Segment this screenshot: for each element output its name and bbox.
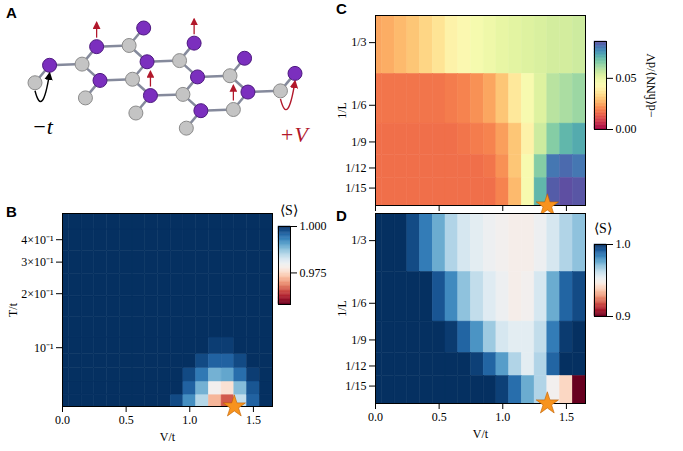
svg-text:+V: +V	[280, 122, 311, 147]
svg-text:3×10⁻¹: 3×10⁻¹	[21, 255, 54, 269]
html-text:C: C	[336, 0, 347, 17]
html-text:⟨S⟩: ⟨S⟩	[594, 221, 612, 236]
svg-text:1/12: 1/12	[345, 359, 366, 373]
svg-text:1.5: 1.5	[559, 410, 574, 424]
svg-text:2×10⁻¹: 2×10⁻¹	[21, 287, 54, 301]
svg-text:0.0: 0.0	[55, 413, 70, 427]
svg-text:V/t: V/t	[160, 430, 176, 444]
svg-text:0.5: 0.5	[119, 413, 134, 427]
svg-text:1/6: 1/6	[351, 296, 366, 310]
svg-text:1.0: 1.0	[495, 410, 510, 424]
svg-text:0.5: 0.5	[432, 410, 447, 424]
svg-text:0.00: 0.00	[616, 122, 637, 136]
svg-text:1/3: 1/3	[351, 35, 366, 49]
svg-text:1/12: 1/12	[345, 161, 366, 175]
svg-text:1/6: 1/6	[351, 98, 366, 112]
html-text:⟨S⟩: ⟨S⟩	[280, 203, 298, 218]
svg-text:1/3: 1/3	[351, 233, 366, 247]
html-text:D: D	[336, 207, 347, 224]
svg-text:−t: −t	[32, 114, 54, 139]
svg-text:1/L: 1/L	[335, 102, 349, 119]
svg-text:1.5: 1.5	[246, 413, 261, 427]
svg-text:0.0: 0.0	[368, 410, 383, 424]
svg-text:−d⟨ĥNN⟩/dV: −d⟨ĥNN⟩/dV	[644, 53, 658, 117]
svg-text:V/t: V/t	[473, 427, 489, 441]
svg-text:1/9: 1/9	[351, 333, 366, 347]
svg-text:1.0: 1.0	[616, 237, 631, 251]
svg-text:1/15: 1/15	[345, 181, 366, 195]
svg-text:1.0: 1.0	[182, 413, 197, 427]
svg-text:1/15: 1/15	[345, 379, 366, 393]
svg-text:1/9: 1/9	[351, 135, 366, 149]
svg-text:1.000: 1.000	[300, 219, 327, 233]
svg-text:0.05: 0.05	[616, 71, 637, 85]
svg-text:10⁻¹: 10⁻¹	[34, 341, 54, 355]
svg-text:4×10⁻¹: 4×10⁻¹	[21, 233, 54, 247]
svg-text:1/L: 1/L	[335, 300, 349, 317]
html-text:B: B	[6, 203, 17, 220]
svg-text:0.975: 0.975	[300, 266, 327, 280]
svg-text:T/t: T/t	[6, 302, 20, 317]
html-text:A: A	[6, 4, 17, 21]
svg-text:0.9: 0.9	[616, 309, 631, 323]
